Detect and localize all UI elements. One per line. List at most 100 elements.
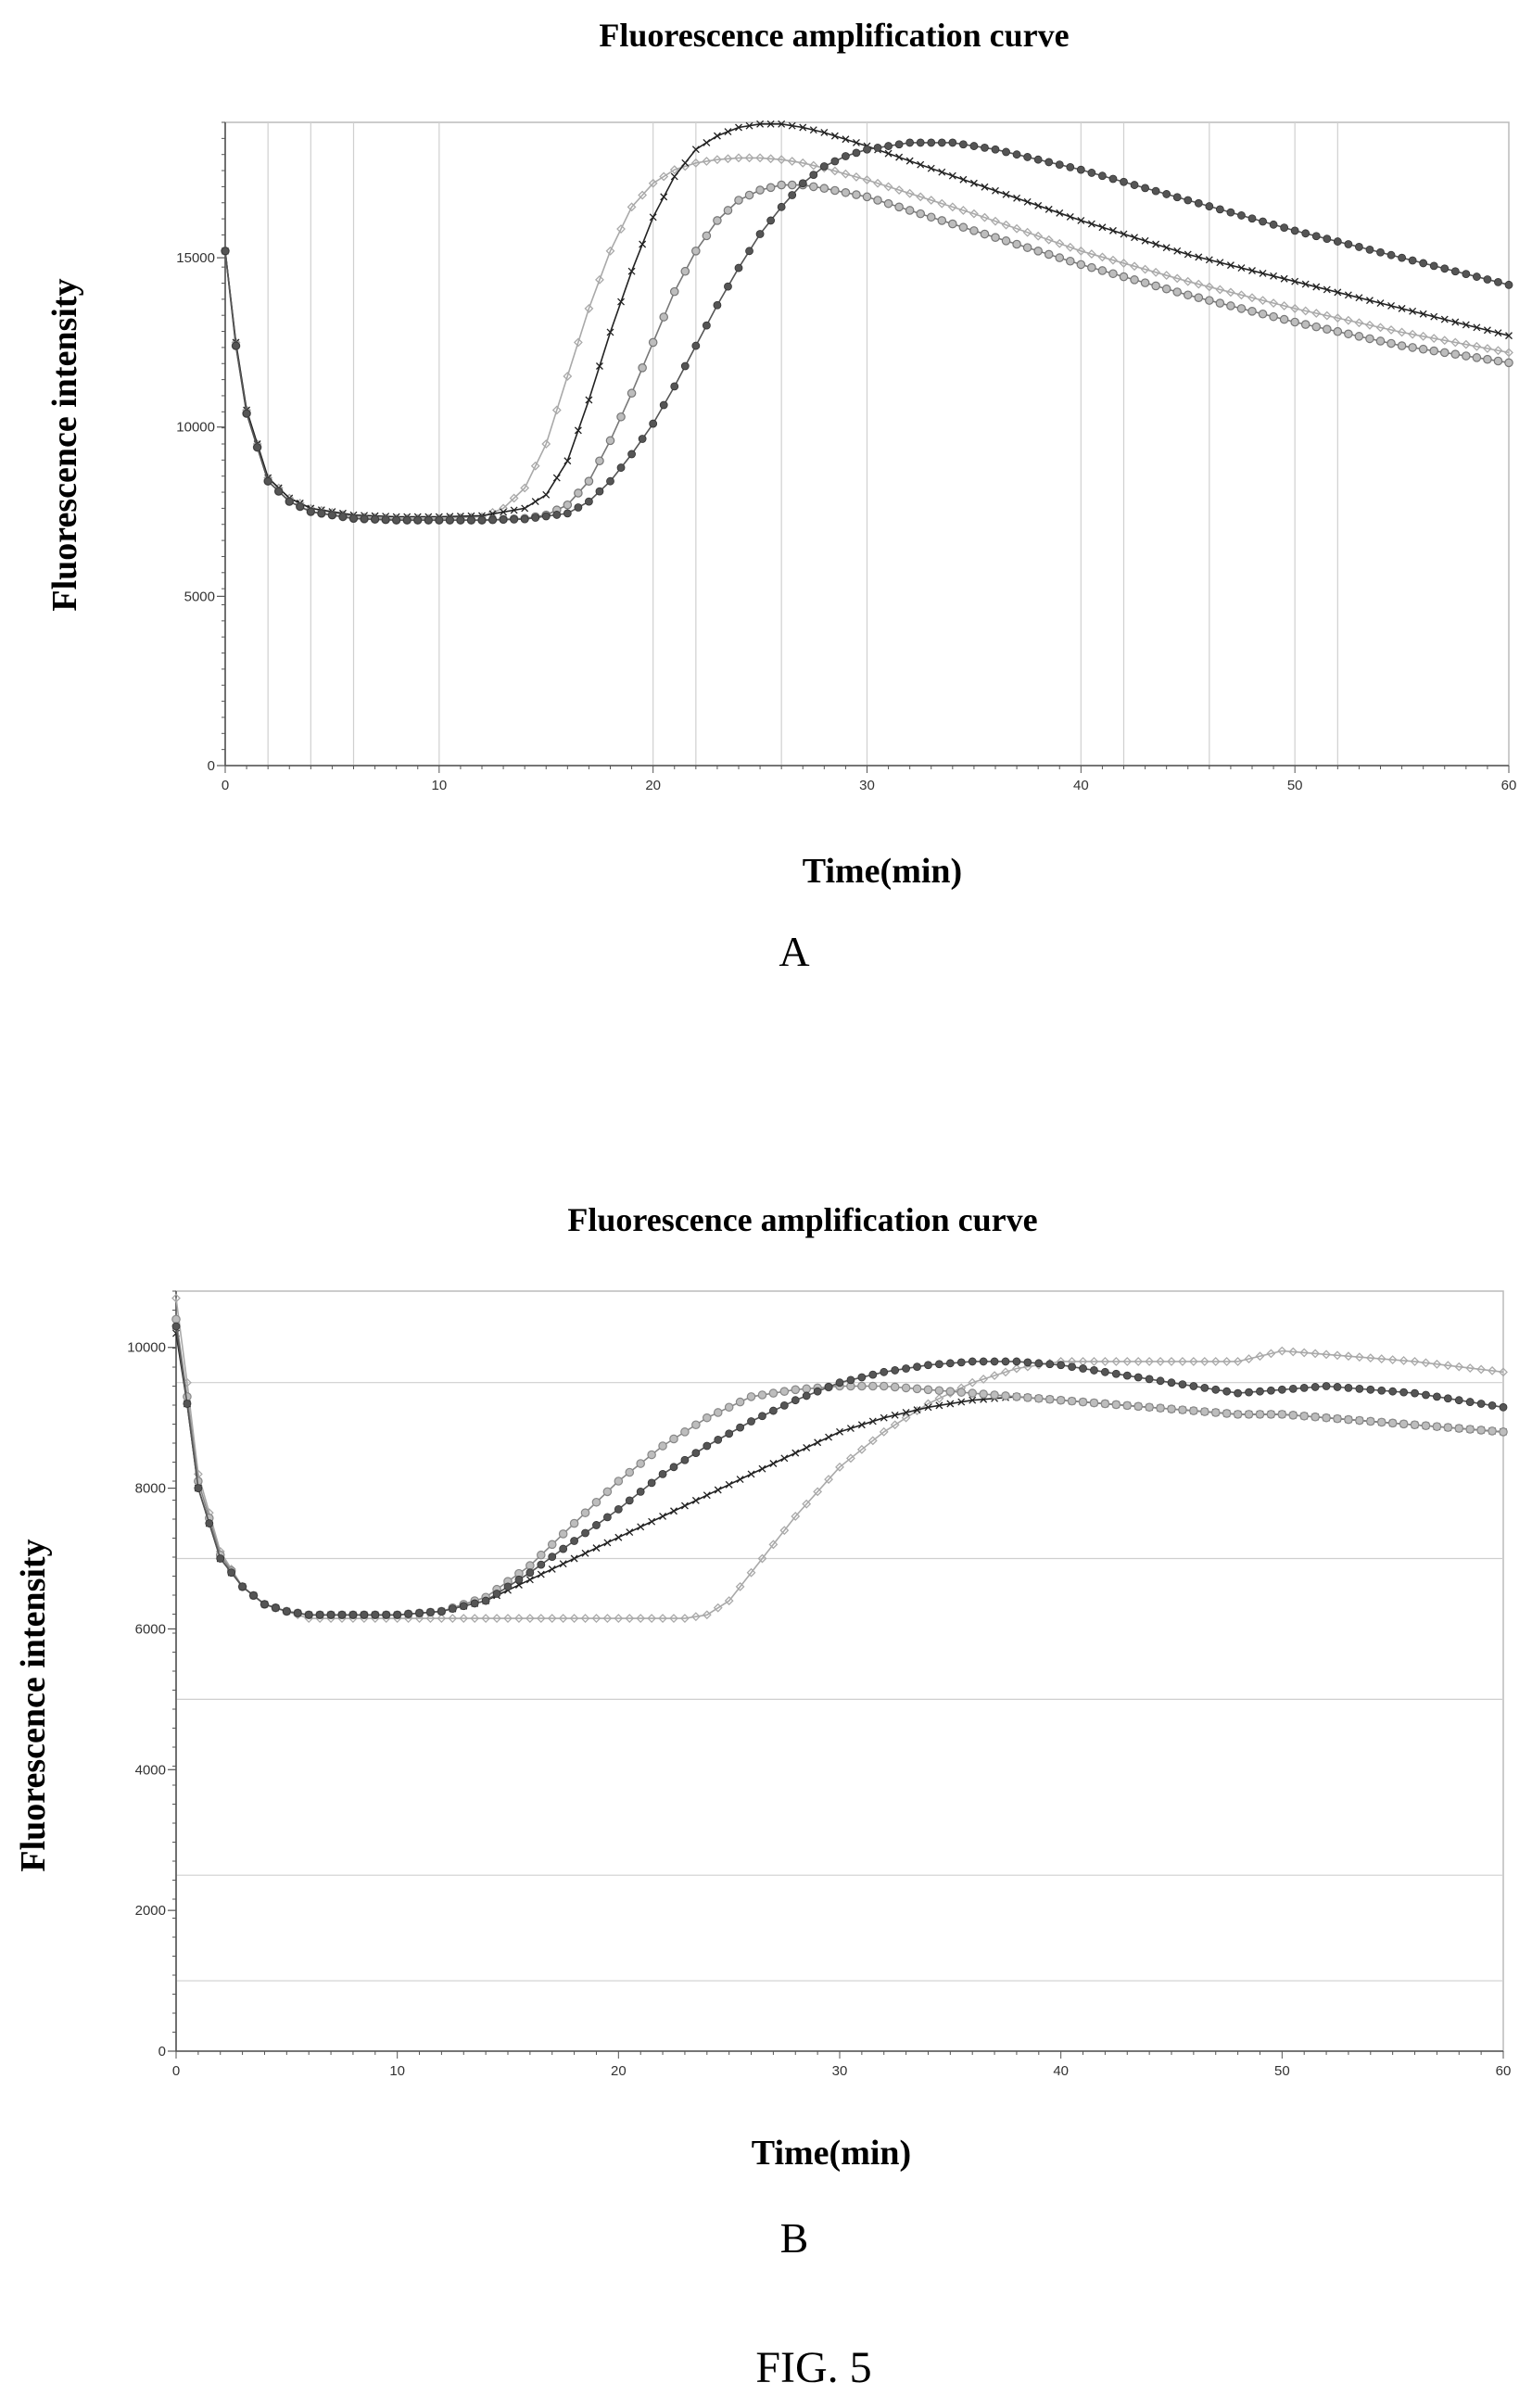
chart-b-series-2-point [803,1443,811,1451]
chart-b-series-1-point [492,1614,501,1623]
chart-b-series-3-point [1100,1399,1110,1409]
chart-b-series-3-point [1476,1426,1486,1435]
chart-b-y-tick-label: 8000 [135,1481,166,1497]
chart-a-series-2-point [510,506,518,514]
chart-a-series-2-point [799,123,807,132]
chart-a-series-1-point [916,192,926,202]
chart-b-series-4-point [1178,1380,1187,1389]
chart-b-series-2-point [747,1470,755,1478]
chart-a-series-3-point [648,337,658,348]
chart-b-series-3-point [1366,1416,1375,1426]
chart-b-series-2-point [769,1460,778,1467]
chart-a-series-3-point [616,412,626,422]
chart-a-y-tick-label: 10000 [176,420,215,436]
chart-a-series-3-point [1236,304,1247,313]
chart-a-series-2-point [778,120,786,128]
chart-b-series-4-point [1288,1384,1298,1393]
chart-b-series-1-point [481,1614,491,1623]
chart-a-series-3-point [1151,281,1160,291]
chart-b-series-3-point [691,1420,701,1430]
chart-b-series-4-point [1122,1371,1132,1380]
chart-b-series-4-point [260,1600,269,1609]
chart-a-series-2-point [1440,315,1449,323]
chart-a-series-3-point [1108,269,1118,279]
chart-a-series-2-point [1344,291,1352,299]
chart-a-series-3-point [1097,266,1108,275]
chart-b-series-3-point [768,1388,779,1398]
chart-a-series-2-point [552,474,561,482]
chart-b-series-2-point [758,1464,766,1473]
chart-a-series-4-point [1194,198,1203,208]
chart-a-series-4-point [338,513,348,521]
chart-a-series-1-point [1439,336,1450,346]
chart-a-series-1-point [1365,320,1374,330]
chart-a-series-4-point [232,341,240,350]
chart-a-series-1-point [1290,303,1300,313]
chart-b-series-4-point [282,1607,291,1616]
chart-b-series-4-point [1399,1388,1408,1397]
chart-b-series-4-point [779,1400,789,1410]
chart-a-series-2-point [756,120,765,128]
chart-a-series-4-point [755,230,765,238]
chart-a-series-3-point [1247,307,1257,316]
chart-b-series-3-point [1133,1401,1143,1412]
chart-a-series-2-point [938,168,946,176]
chart-a-series-3-point [1344,329,1353,339]
chart-a-series-1-point [1450,337,1461,348]
chart-b-series-2-point [603,1539,612,1547]
chart-b-series-4-point [238,1582,247,1591]
chart-b-series-4-point [1045,1360,1055,1369]
chart-a-series-4-point [830,157,840,166]
chart-b-series-1-point [591,1614,601,1623]
chart-a-series-2-point [1355,294,1363,302]
chart-b-series-4-point [360,1610,369,1619]
chart-b-series-3-point [979,1389,988,1399]
chart-a-series-4-point [948,138,957,147]
chart-a-series-3-point [1300,320,1310,329]
chart-b-series-4-point [647,1478,656,1488]
chart-a-series-4-point [1290,226,1299,235]
chart-b-series-1-point [1465,1363,1475,1373]
chart-a-series-2-point [1237,264,1246,272]
chart-a-series-2-point [595,362,603,370]
chart-a-series-3-point [702,231,712,241]
chart-b-series-3-point [1145,1402,1154,1413]
chart-a-series-4-point [1087,169,1096,177]
chart-a-series-3-point [734,196,743,205]
chart-b-y-tick-label: 2000 [135,1903,166,1919]
chart-a-series-1-point [563,372,573,381]
chart-a-series-2-point [852,138,860,146]
chart-a-series-3-point [937,216,947,225]
chart-a-series-4-point [1055,160,1064,170]
chart-b-series-4-point [1277,1385,1286,1394]
chart-a-series-4-point [1120,177,1128,186]
chart-a-series-4-point [1151,186,1160,196]
chart-a-series-1-point [1097,252,1108,262]
chart-b-series-2-point [902,1409,910,1416]
chart-a-series-1-point [1022,227,1032,237]
chart-a-series-2-point [1205,256,1213,264]
chart-a-panel-label: A [779,928,809,975]
chart-a-series-3-point [691,246,701,256]
chart-a-series-4-point [680,361,690,371]
chart-b-series-3-point [1089,1398,1099,1408]
chart-a-series-4-point [435,515,444,525]
chart-a-series-4-point [659,400,668,410]
chart-a-series-4-point [819,162,829,171]
chart-a-series-4-point [541,512,551,521]
chart-a-series-3-point [1226,301,1235,311]
chart-b-series-3-point [724,1402,734,1413]
chart-a-series-4-point [702,321,711,330]
chart-b-series-1-point [1354,1352,1364,1362]
chart-a-series-2-point [585,396,593,404]
chart-b-series-3-point [525,1561,535,1570]
chart-b-series-3-point [857,1381,867,1391]
chart-b-series-4-point [614,1504,623,1514]
chart-b-series-4-point [371,1610,380,1619]
chart-a-series-4-point [1269,220,1278,229]
chart-b-series-2-point [814,1438,822,1447]
chart-a-series-2-point [1184,250,1192,259]
chart-a-series-4-point [1002,147,1010,157]
chart-a-series-1-point [1033,231,1044,241]
chart-a-series-2-point [670,172,678,181]
